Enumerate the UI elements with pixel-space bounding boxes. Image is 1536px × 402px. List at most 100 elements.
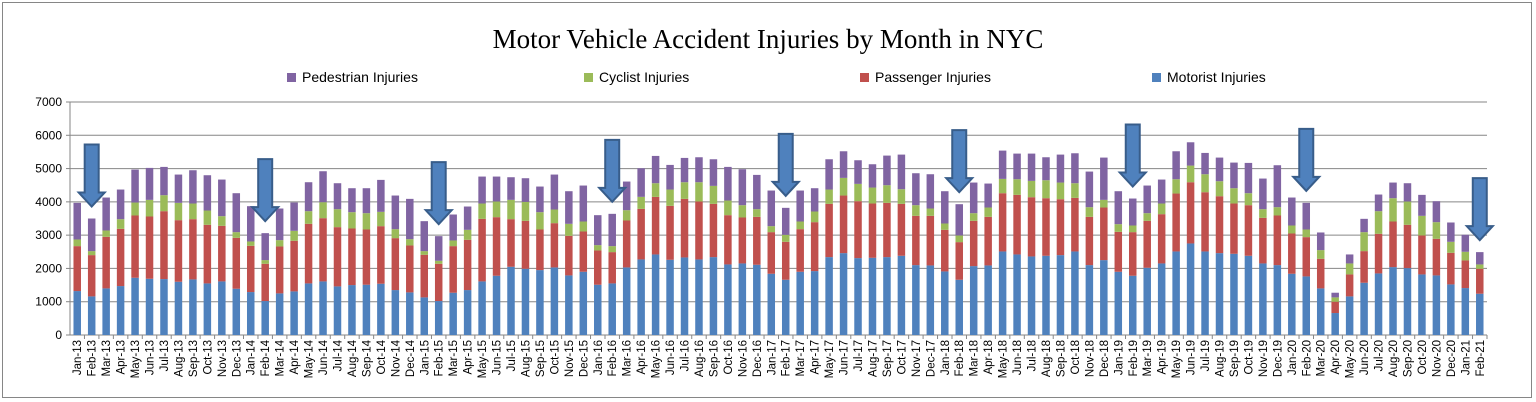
bar-motorist-injuries xyxy=(781,279,790,335)
bar-motorist-injuries xyxy=(102,288,110,335)
bar-pedestrian-injuries xyxy=(839,151,848,178)
legend-item: Pedestrian Injuries xyxy=(287,69,418,85)
bar-pedestrian-injuries xyxy=(1461,234,1470,252)
bar-cyclist-injuries xyxy=(753,209,761,217)
bar-passenger-injuries xyxy=(160,211,168,280)
bar-cyclist-injuries xyxy=(781,234,790,242)
bar-pedestrian-injuries xyxy=(868,164,877,188)
down-arrow-icon xyxy=(770,132,802,198)
bar-passenger-injuries xyxy=(1230,203,1238,254)
bar-motorist-injuries xyxy=(1447,284,1455,335)
bar-cyclist-injuries xyxy=(579,221,588,232)
bar-cyclist-injuries xyxy=(1302,229,1311,238)
bar-passenger-injuries xyxy=(1013,194,1021,255)
bar-pedestrian-injuries xyxy=(1027,153,1036,181)
bar-pedestrian-injuries xyxy=(391,195,400,230)
bar-motorist-injuries xyxy=(333,286,342,335)
x-tick-label: Jul-18 xyxy=(1027,340,1039,371)
bar-cyclist-injuries xyxy=(695,182,703,202)
y-tick-label: 7000 xyxy=(35,95,62,109)
bar-passenger-injuries xyxy=(753,216,761,265)
bar-cyclist-injuries xyxy=(883,185,891,203)
bar-cyclist-injuries xyxy=(666,189,674,206)
x-tick-label: Nov-16 xyxy=(737,340,749,377)
bar-motorist-injuries xyxy=(810,271,819,335)
down-arrow-icon xyxy=(1117,123,1149,188)
bar-pedestrian-injuries xyxy=(825,159,833,190)
y-tick-label: 4000 xyxy=(35,195,62,209)
bar-cyclist-injuries xyxy=(1273,207,1282,216)
bar-cyclist-injuries xyxy=(406,239,414,246)
chart-title: Motor Vehicle Accident Injuries by Month… xyxy=(492,24,1044,54)
bar-passenger-injuries xyxy=(333,227,342,287)
bar-passenger-injuries xyxy=(218,225,226,282)
down-arrow-icon xyxy=(1290,127,1322,193)
bar-motorist-injuries xyxy=(695,259,703,335)
x-tick-label: Feb-17 xyxy=(781,340,793,376)
bar-passenger-injuries xyxy=(304,223,313,284)
bar-motorist-injuries xyxy=(449,292,457,335)
bar-cyclist-injuries xyxy=(319,202,327,219)
bar-pedestrian-injuries xyxy=(1259,178,1267,210)
bar-cyclist-injuries xyxy=(536,212,544,230)
bar-cyclist-injuries xyxy=(1461,251,1470,261)
bar-passenger-injuries xyxy=(955,242,963,280)
bar-cyclist-injuries xyxy=(998,178,1007,194)
bar-pedestrian-injuries xyxy=(1071,153,1079,184)
bar-motorist-injuries xyxy=(767,273,776,335)
x-tick-label: Oct-13 xyxy=(202,340,214,375)
bar-passenger-injuries xyxy=(594,250,602,285)
bar-pedestrian-injuries xyxy=(1302,202,1311,230)
x-tick-label: Apr-16 xyxy=(636,340,648,375)
bar-cyclist-injuries xyxy=(868,187,877,204)
bar-pedestrian-injuries xyxy=(810,188,819,212)
bar-passenger-injuries xyxy=(145,216,154,279)
bar-motorist-injuries xyxy=(1461,288,1470,335)
bar-pedestrian-injuries xyxy=(420,221,428,252)
bar-motorist-injuries xyxy=(246,292,255,335)
bar-passenger-injuries xyxy=(709,203,718,258)
x-tick-label: Jan-14 xyxy=(246,339,258,375)
x-tick-label: Sep-19 xyxy=(1229,340,1241,377)
bar-pedestrian-injuries xyxy=(189,170,197,204)
x-tick-label: Jul-17 xyxy=(853,340,865,371)
x-tick-label: Mar-15 xyxy=(448,340,460,376)
bar-cyclist-injuries xyxy=(1201,174,1209,193)
bar-pedestrian-injuries xyxy=(492,176,501,202)
bar-cyclist-injuries xyxy=(449,240,457,247)
bar-pedestrian-injuries xyxy=(709,159,718,186)
x-tick-label: Jan-21 xyxy=(1460,340,1472,375)
bar-pedestrian-injuries xyxy=(1432,201,1441,223)
bar-cyclist-injuries xyxy=(1215,181,1224,197)
bar-cyclist-injuries xyxy=(839,177,848,196)
bar-pedestrian-injuries xyxy=(608,213,616,247)
bar-cyclist-injuries xyxy=(1071,183,1079,198)
bar-passenger-injuries xyxy=(521,220,530,269)
bar-cyclist-injuries xyxy=(507,199,515,220)
bar-cyclist-injuries xyxy=(1244,193,1253,206)
bar-pedestrian-injuries xyxy=(1201,152,1209,175)
bar-cyclist-injuries xyxy=(941,223,949,230)
bar-passenger-injuries xyxy=(1186,182,1195,244)
bar-passenger-injuries xyxy=(1345,274,1354,297)
bar-passenger-injuries xyxy=(738,217,747,264)
bar-cyclist-injuries xyxy=(724,200,732,216)
bar-motorist-injuries xyxy=(1259,263,1267,335)
bar-passenger-injuries xyxy=(1056,199,1065,256)
x-tick-label: Dec-19 xyxy=(1272,340,1284,377)
bar-motorist-injuries xyxy=(420,297,428,335)
bar-pedestrian-injuries xyxy=(724,166,732,201)
bar-passenger-injuries xyxy=(998,193,1007,252)
bar-pedestrian-injuries xyxy=(521,178,530,202)
bar-pedestrian-injuries xyxy=(434,236,443,261)
legend-item: Passenger Injuries xyxy=(860,69,991,85)
bar-pedestrian-injuries xyxy=(680,157,689,183)
x-tick-label: Oct-16 xyxy=(723,340,735,375)
x-tick-label: Apr-13 xyxy=(116,340,128,375)
bar-cyclist-injuries xyxy=(232,232,241,238)
legend-label: Motorist Injuries xyxy=(1167,69,1266,85)
bar-passenger-injuries xyxy=(275,246,284,294)
bar-pedestrian-injuries xyxy=(463,206,472,230)
bar-motorist-injuries xyxy=(319,281,327,335)
